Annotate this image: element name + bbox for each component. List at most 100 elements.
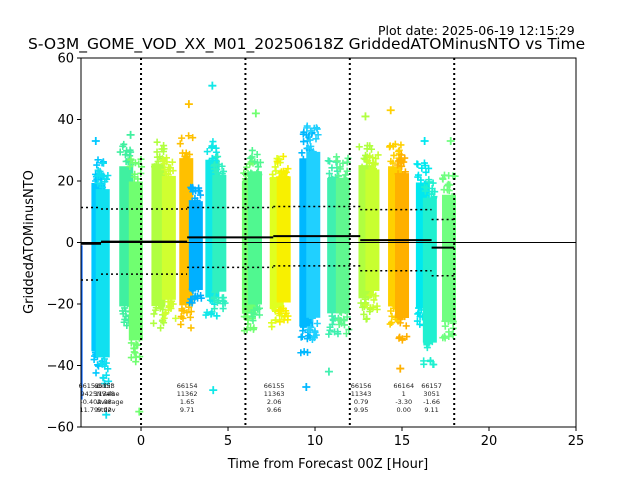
plus-marker — [355, 143, 363, 151]
stripe-core — [212, 174, 227, 292]
data-stripe — [303, 122, 322, 344]
plus-marker — [99, 172, 107, 180]
plus-marker — [276, 318, 284, 326]
plus-marker — [162, 154, 170, 162]
y-axis-label: GriddedATOMinusNTO — [22, 170, 37, 314]
plus-marker — [362, 315, 370, 323]
plus-marker — [398, 336, 406, 344]
plus-marker — [331, 314, 339, 322]
annotation-value: 9425 — [81, 390, 98, 398]
annotation-value: 1 — [402, 390, 406, 398]
x-tick-label: 5 — [224, 434, 232, 449]
plus-marker — [401, 168, 409, 176]
plus-marker — [362, 301, 370, 309]
plus-marker — [215, 297, 223, 305]
plus-marker — [99, 159, 107, 167]
y-tick-label: 40 — [57, 113, 74, 128]
y-tick-label: 0 — [66, 236, 74, 251]
plus-marker — [428, 187, 436, 195]
plus-marker — [397, 315, 405, 323]
x-tick-label: 10 — [307, 434, 324, 449]
annotation-value: 2.08 — [97, 398, 111, 406]
plus-marker — [187, 308, 195, 316]
plus-marker — [366, 308, 374, 316]
plus-marker — [160, 160, 168, 168]
plus-marker — [326, 157, 334, 165]
annotation-value: 9.92 — [97, 406, 111, 414]
plus-marker — [130, 173, 138, 181]
plus-marker — [333, 153, 341, 161]
plus-marker — [400, 172, 408, 180]
plus-marker — [366, 291, 374, 299]
plus-marker — [186, 313, 194, 321]
plus-marker — [247, 309, 255, 317]
annotation-value: 9.11 — [424, 406, 438, 414]
plus-marker — [207, 310, 215, 318]
annotation-value: 66164 — [393, 382, 414, 390]
plus-marker — [443, 182, 451, 190]
annotation-label: NValue — [97, 390, 120, 398]
plus-marker — [363, 142, 371, 150]
plus-marker — [122, 157, 130, 165]
plus-marker — [161, 310, 169, 318]
plus-marker — [193, 197, 201, 205]
outlier-marker — [208, 81, 217, 90]
plus-marker — [366, 152, 374, 160]
plus-marker — [165, 303, 173, 311]
stripe-core — [81, 245, 83, 400]
plus-marker — [160, 314, 168, 322]
plus-marker — [129, 159, 137, 167]
plus-marker — [187, 324, 195, 332]
stat-lines — [81, 58, 576, 427]
data-stripe — [394, 151, 411, 344]
plus-marker — [314, 131, 322, 139]
x-tick-label: 25 — [568, 434, 585, 449]
y-tick-label: 60 — [57, 52, 74, 67]
plus-marker — [311, 328, 319, 336]
plus-marker — [430, 194, 438, 202]
plus-marker — [162, 309, 170, 317]
annotation-value: 3051 — [423, 390, 440, 398]
plus-marker — [101, 362, 109, 370]
plus-marker — [342, 330, 350, 338]
plus-marker — [157, 303, 165, 311]
plus-marker — [255, 304, 263, 312]
plus-marker — [386, 142, 394, 150]
plus-marker — [402, 322, 410, 330]
plus-marker — [116, 148, 124, 156]
annotation-label: Average — [97, 398, 124, 406]
plus-marker — [300, 348, 308, 356]
plus-marker — [429, 179, 437, 187]
plus-marker — [251, 310, 259, 318]
plus-marker — [444, 318, 452, 326]
plus-marker — [343, 158, 351, 166]
plus-marker — [203, 148, 211, 156]
plus-marker — [274, 158, 282, 166]
plus-marker — [423, 339, 431, 347]
plus-marker — [158, 145, 166, 153]
plus-marker — [246, 154, 254, 162]
plus-marker — [196, 191, 204, 199]
plus-marker — [341, 307, 349, 315]
plus-marker — [247, 169, 255, 177]
annotation-value: 9.71 — [180, 406, 194, 414]
plus-marker — [208, 144, 216, 152]
plus-marker — [325, 330, 333, 338]
plus-marker — [421, 183, 429, 191]
x-tick-label: 20 — [481, 434, 498, 449]
plus-marker — [104, 172, 112, 180]
plus-marker — [182, 155, 190, 163]
plus-marker — [358, 163, 366, 171]
plus-marker — [428, 338, 436, 346]
plus-marker — [303, 124, 311, 132]
x-tick-label: 15 — [394, 434, 411, 449]
plus-marker — [210, 305, 218, 313]
data-stripe — [333, 153, 353, 338]
plus-marker — [248, 146, 256, 154]
outlier-marker — [91, 137, 100, 146]
orbit-annotations: 661529425-0.4011.79OrbitNValueAverageStd… — [78, 382, 441, 414]
outlier-marker — [135, 407, 144, 416]
